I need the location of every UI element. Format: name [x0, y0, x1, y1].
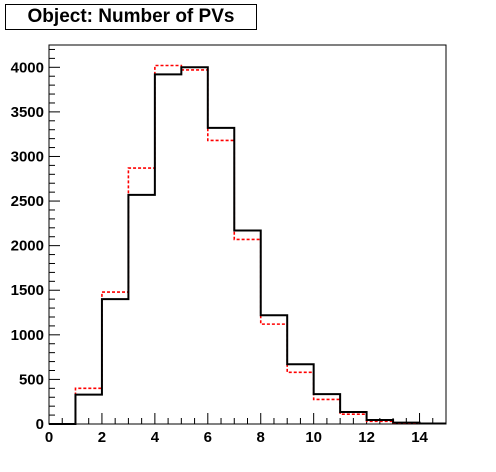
x-tick-label: 12 [358, 429, 375, 446]
y-tick-label: 1500 [11, 282, 44, 299]
y-tick-label: 500 [19, 371, 44, 388]
x-tick-label: 8 [257, 429, 265, 446]
series-red-dashed-outline [49, 64, 446, 425]
y-tick-label: 4000 [11, 59, 44, 76]
y-tick-label: 2000 [11, 238, 44, 255]
series-black-solid-outline [49, 66, 446, 425]
x-tick-label: 6 [204, 429, 212, 446]
y-tick-label: 2500 [11, 193, 44, 210]
x-tick-label: 14 [411, 429, 428, 446]
y-tick-label: 3000 [11, 148, 44, 165]
y-tick-label: 1000 [11, 327, 44, 344]
y-tick-label: 0 [36, 416, 44, 433]
chart-title: Object: Number of PVs [5, 4, 257, 30]
x-tick-label: 0 [45, 429, 53, 446]
y-tick-label: 3500 [11, 104, 44, 121]
x-tick-label: 4 [151, 429, 160, 446]
x-tick-label: 2 [98, 429, 106, 446]
x-tick-label: 10 [305, 429, 322, 446]
plot-frame [48, 44, 447, 425]
